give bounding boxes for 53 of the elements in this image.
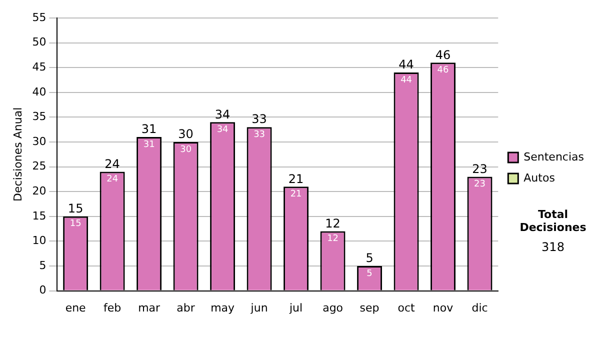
data-label: 30 bbox=[180, 144, 192, 155]
y-tick-label: 15 bbox=[32, 209, 46, 222]
annotation: 44 bbox=[398, 58, 414, 72]
y-tick-label: 20 bbox=[32, 184, 46, 198]
data-label: 5 bbox=[366, 268, 372, 279]
x-tick-label: feb bbox=[104, 301, 122, 314]
x-tick-label: sep bbox=[360, 301, 380, 314]
data-label: 33 bbox=[254, 130, 266, 140]
data-label: 21 bbox=[290, 189, 302, 200]
data-label: 24 bbox=[106, 174, 118, 185]
y-tick-label: 45 bbox=[32, 60, 46, 74]
annotation: 46 bbox=[435, 48, 451, 62]
annotation: 23 bbox=[472, 162, 488, 176]
data-label: 44 bbox=[400, 75, 412, 86]
y-tick-label: 50 bbox=[32, 36, 46, 49]
text: Total Decisiones bbox=[518, 208, 588, 234]
x-tick-label: ago bbox=[322, 301, 344, 314]
annotation: 24 bbox=[104, 156, 120, 171]
annotation: 34 bbox=[214, 107, 230, 122]
legend-label: Sentencias bbox=[524, 150, 584, 164]
x-tick-label: jun bbox=[250, 301, 268, 314]
annotation: 33 bbox=[252, 112, 267, 126]
data-label: 23 bbox=[474, 180, 486, 190]
data-label: 15 bbox=[70, 219, 82, 230]
y-tick-label: 30 bbox=[32, 134, 46, 148]
y-tick-label: 5 bbox=[39, 258, 46, 272]
x-tick-label: mar bbox=[138, 301, 161, 314]
y-tick-label: 25 bbox=[32, 160, 46, 173]
legend-label: Autos bbox=[524, 171, 556, 184]
x-tick-label: dic bbox=[472, 301, 488, 314]
y-tick-label: 40 bbox=[32, 85, 46, 98]
text: 318 bbox=[540, 240, 566, 254]
y-tick-label: 10 bbox=[32, 234, 46, 248]
x-tick-label: abr bbox=[176, 301, 196, 314]
data-label: 46 bbox=[437, 65, 450, 76]
data-label: 12 bbox=[327, 234, 339, 244]
annotation: 21 bbox=[288, 172, 304, 186]
data-label: 34 bbox=[216, 125, 229, 136]
y-tick-label: 55 bbox=[32, 10, 46, 24]
x-tick-label: nov bbox=[432, 301, 454, 314]
y-tick-label: 0 bbox=[39, 284, 46, 297]
x-tick-label: ene bbox=[65, 301, 86, 314]
annotation: 31 bbox=[141, 122, 157, 136]
annotation: 30 bbox=[178, 127, 194, 142]
annotation: 5 bbox=[366, 251, 374, 266]
x-tick-label: oct bbox=[398, 301, 416, 314]
y-axis-title: Decisiones Anual bbox=[11, 107, 24, 202]
x-tick-label: jul bbox=[288, 301, 303, 314]
y-tick-label: 35 bbox=[32, 110, 46, 124]
annotation: 15 bbox=[68, 202, 84, 216]
data-label: 31 bbox=[143, 140, 155, 150]
x-tick-label: may bbox=[210, 301, 236, 314]
annotation: 12 bbox=[325, 216, 340, 230]
